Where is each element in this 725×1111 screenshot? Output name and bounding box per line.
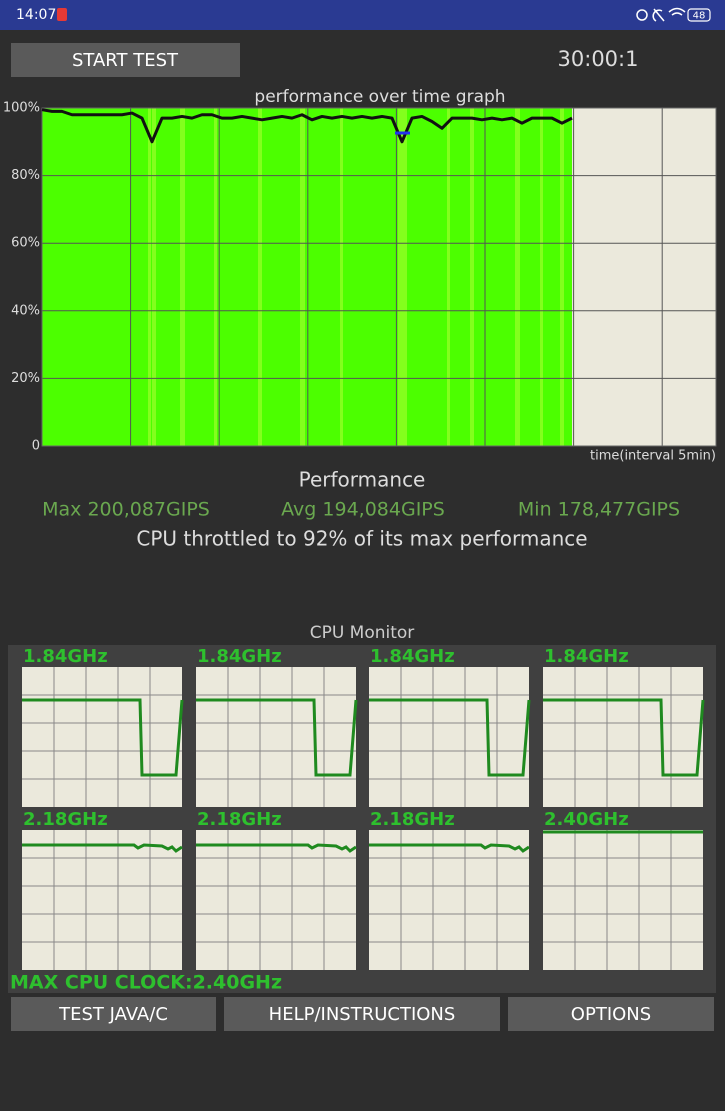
core-frequency: 2.40GHz <box>544 809 629 830</box>
core-graph <box>22 667 182 807</box>
cpu-monitor-title: CPU Monitor <box>310 623 415 643</box>
core-graph <box>543 667 703 807</box>
core-frequency: 1.84GHz <box>23 646 108 667</box>
core-frequency: 1.84GHz <box>197 646 282 667</box>
max-cpu-clock: MAX CPU CLOCK:2.40GHz <box>10 972 282 994</box>
fill-stripe <box>470 108 474 446</box>
core-frequency: 2.18GHz <box>23 809 108 830</box>
status-time: 14:07 <box>16 7 56 23</box>
load-fill <box>42 108 572 446</box>
core-graph <box>196 830 356 970</box>
bottom-button[interactable] <box>508 997 714 1031</box>
core-frequency: 2.18GHz <box>370 809 455 830</box>
fill-stripe <box>540 108 543 446</box>
y-tick-label: 80% <box>11 168 40 183</box>
mute-icon <box>652 8 665 22</box>
core-line <box>196 698 358 777</box>
start-test-button[interactable] <box>11 43 240 77</box>
core-line <box>196 843 357 853</box>
speed-icon <box>636 9 648 21</box>
fill-stripe <box>214 108 217 446</box>
timer: 30:00:1 <box>558 47 639 71</box>
core-line <box>369 843 530 853</box>
core-line <box>543 698 705 777</box>
wifi-icon <box>668 7 686 16</box>
min-stat: Min 178,477GIPS <box>518 499 680 521</box>
y-tick-label: 60% <box>11 236 40 251</box>
fill-stripe <box>447 108 450 446</box>
battery-level: 48 <box>693 11 706 22</box>
core-graph <box>543 830 703 970</box>
throttle-summary: CPU throttled to 92% of its max performa… <box>136 527 587 551</box>
status-bar <box>0 0 725 30</box>
core-line <box>369 698 531 777</box>
graph-border <box>41 107 717 447</box>
performance-title: Performance <box>299 468 426 492</box>
notification-icon <box>57 8 67 21</box>
cores: 1.84GHz 1.84GHz 1.84GHz 1.84GHz 2.18GHz 2.18G… <box>22 646 705 970</box>
battery-icon <box>687 8 711 22</box>
bottom-button[interactable] <box>224 997 500 1031</box>
fill-stripe <box>340 108 343 446</box>
bottom-button-label[interactable]: TEST JAVA/C <box>58 1004 168 1025</box>
performance-line <box>41 108 573 144</box>
max-stat: Max 200,087GIPS <box>42 499 210 521</box>
core-line <box>22 843 183 853</box>
fill-stripe <box>258 108 262 446</box>
core-line <box>22 698 184 777</box>
bottom-button-label[interactable]: OPTIONS <box>571 1004 651 1025</box>
y-tick-label: 100% <box>3 101 40 116</box>
y-tick-label: 40% <box>11 303 40 318</box>
core-graph <box>22 830 182 970</box>
core-frequency: 1.84GHz <box>544 646 629 667</box>
core-graph <box>369 830 529 970</box>
fill-stripe <box>560 108 564 446</box>
fill-stripe <box>402 108 407 446</box>
graph-title: performance over time graph <box>254 87 505 107</box>
bottom-button-label[interactable]: HELP/INSTRUCTIONS <box>269 1004 456 1025</box>
fill-stripe <box>398 108 402 446</box>
core-frequency: 1.84GHz <box>370 646 455 667</box>
y-tick-label: 20% <box>11 371 40 386</box>
start-test-label[interactable]: START TEST <box>72 50 179 71</box>
bottom-button[interactable] <box>11 997 216 1031</box>
green-fill <box>42 108 572 446</box>
fill-stripe <box>515 108 520 446</box>
core-graph <box>196 667 356 807</box>
fill-stripe <box>180 108 185 446</box>
fill-stripe <box>148 108 151 446</box>
fill-stripe <box>152 108 156 446</box>
x-axis-label: time(interval 5min) <box>590 449 716 464</box>
avg-stat: Avg 194,084GIPS <box>281 499 445 521</box>
fill-stripe <box>300 108 305 446</box>
bottom-buttons: TEST JAVA/C HELP/INSTRUCTIONS OPTIONS <box>11 997 714 1031</box>
core-graph <box>369 667 529 807</box>
graph-plot <box>41 107 717 447</box>
core-frequency: 2.18GHz <box>197 809 282 830</box>
y-tick-label: 0 <box>32 439 40 454</box>
